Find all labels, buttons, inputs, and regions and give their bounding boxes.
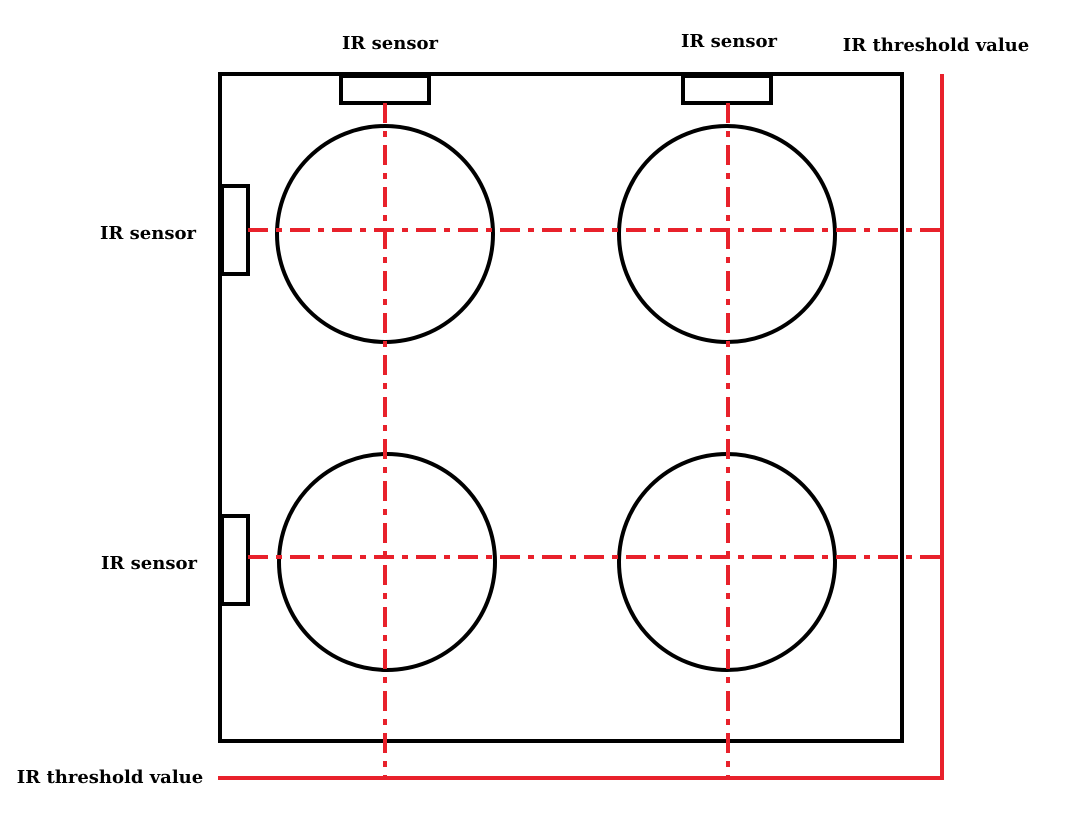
ir-sensor-top-left-housing <box>339 74 431 105</box>
label-ir-threshold-right: IR threshold value <box>843 35 1029 56</box>
label-ir-sensor-left-upper: IR sensor <box>100 223 196 244</box>
ir-sensor-left-lower-housing <box>220 514 250 606</box>
label-ir-threshold-bottom: IR threshold value <box>17 767 203 788</box>
enclosure-box <box>218 72 904 743</box>
label-ir-sensor-left-lower: IR sensor <box>101 553 197 574</box>
ir-sensor-top-right-housing <box>681 74 773 105</box>
ir-sensor-left-upper-housing <box>220 184 250 276</box>
label-ir-sensor-top-right: IR sensor <box>681 31 777 52</box>
label-ir-sensor-top-left: IR sensor <box>342 33 438 54</box>
